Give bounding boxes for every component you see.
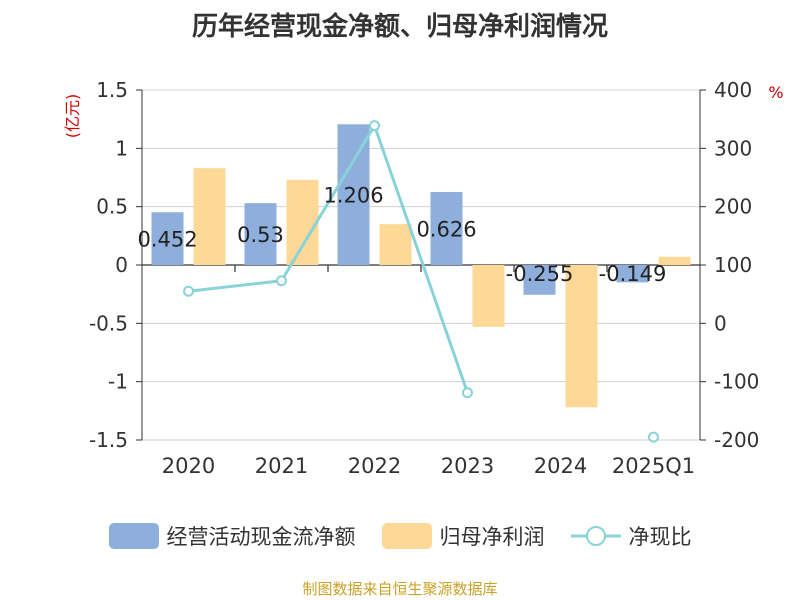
net-profit-bar [379, 224, 412, 265]
y-right-unit: % [768, 83, 783, 102]
net-profit-bar [193, 168, 226, 265]
y-left-tick-label: -0.5 [89, 311, 128, 335]
source-note: 制图数据来自恒生聚源数据库 [302, 580, 498, 598]
y-left-tick-label: 0.5 [96, 195, 128, 219]
legend: 经营活动现金流净额 归母净利润 净现比 [0, 516, 800, 556]
y-left-tick-label: 1 [115, 136, 128, 160]
cash-flow-bar [430, 191, 463, 265]
x-tick-label: 2025Q1 [612, 454, 695, 478]
cash-flow-bar [337, 124, 370, 265]
y-right-tick-label: 100 [714, 253, 752, 277]
cash-flow-data-label: 0.626 [416, 217, 476, 241]
y-right-tick-label: -200 [714, 428, 759, 452]
legend-label: 归母净利润 [439, 525, 545, 549]
cash-flow-data-label: 0.53 [237, 223, 284, 247]
x-tick-label: 2020 [162, 454, 215, 478]
cash-flow-data-label: -0.149 [599, 262, 667, 286]
y-left-tick-label: -1 [108, 370, 128, 394]
cash-flow-bar [523, 265, 556, 295]
legend-item: 净现比 [570, 521, 692, 551]
y-right-tick-label: 200 [714, 195, 752, 219]
cash-flow-data-label: 1.206 [323, 184, 383, 208]
y-right-tick-label: 0 [714, 311, 727, 335]
y-right-tick-label: 300 [714, 136, 752, 160]
y-left-tick-label: 0 [115, 253, 128, 277]
legend-item: 归母净利润 [381, 521, 545, 551]
ratio-point [369, 120, 380, 132]
legend-swatch [381, 523, 432, 549]
x-tick-label: 2023 [441, 454, 494, 478]
ratio-point [648, 431, 659, 443]
legend-swatch [570, 526, 621, 546]
chart-title: 历年经营现金净额、归母净利润情况 [191, 12, 608, 42]
ratio-point [276, 275, 287, 287]
cash-flow-bar [244, 203, 277, 265]
ratio-point [462, 387, 473, 399]
x-tick-label: 2021 [255, 454, 308, 478]
net-profit-bar [286, 179, 319, 265]
cash-flow-data-label: -0.255 [506, 262, 574, 286]
legend-swatch [108, 523, 159, 549]
cash-flow-bar [616, 265, 649, 283]
legend-label: 经营活动现金流净额 [166, 525, 356, 549]
net-profit-bar [472, 265, 505, 327]
x-tick-label: 2022 [348, 454, 401, 478]
cash-flow-bar [151, 212, 184, 265]
cash-flow-data-label: 0.452 [137, 228, 197, 252]
net-profit-bar [658, 256, 691, 265]
ratio-point [183, 285, 194, 297]
legend-item: 经营活动现金流净额 [108, 521, 356, 551]
net-profit-bar [565, 265, 598, 408]
ratio-line [188, 122, 469, 394]
legend-label: 净现比 [628, 525, 692, 549]
y-left-tick-label: -1.5 [89, 428, 128, 452]
y-right-tick-label: 400 [714, 78, 752, 102]
y-right-tick-label: -100 [714, 370, 759, 394]
y-left-tick-label: 1.5 [96, 78, 128, 102]
y-left-unit: (亿元) [63, 94, 82, 139]
x-tick-label: 2024 [534, 454, 587, 478]
